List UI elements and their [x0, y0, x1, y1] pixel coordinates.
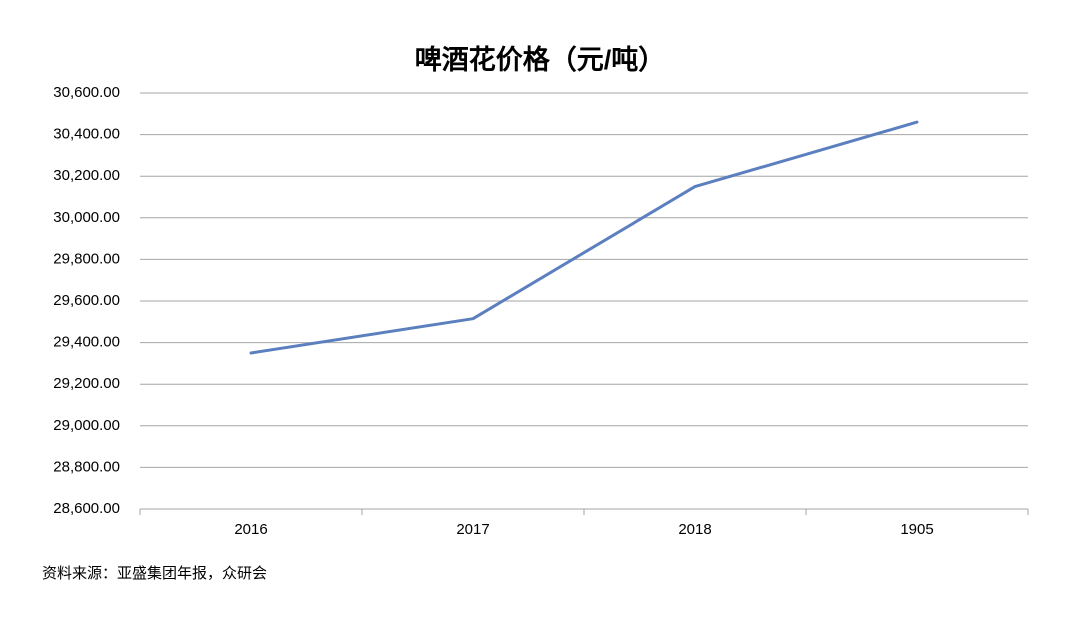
x-tick-label: 1905 [900, 521, 933, 538]
y-tick-label: 29,200.00 [53, 375, 120, 392]
y-tick-label: 30,200.00 [53, 167, 120, 184]
source-note: 资料来源：亚盛集团年报，众研会 [42, 565, 267, 582]
chart-title: 啤酒花价格（元/吨） [415, 45, 666, 75]
y-tick-label: 30,400.00 [53, 126, 120, 143]
y-tick-label: 29,000.00 [53, 417, 120, 434]
x-tick-label: 2016 [234, 521, 267, 538]
y-tick-label: 28,600.00 [53, 500, 120, 517]
y-tick-label: 30,600.00 [53, 84, 120, 101]
y-tick-label: 29,600.00 [53, 292, 120, 309]
x-tick-label: 2018 [678, 521, 711, 538]
x-tick-label: 2017 [456, 521, 489, 538]
y-tick-label: 28,800.00 [53, 458, 120, 475]
y-tick-label: 30,000.00 [53, 209, 120, 226]
y-tick-label: 29,800.00 [53, 250, 120, 267]
y-tick-label: 29,400.00 [53, 334, 120, 351]
data-line [249, 120, 919, 355]
